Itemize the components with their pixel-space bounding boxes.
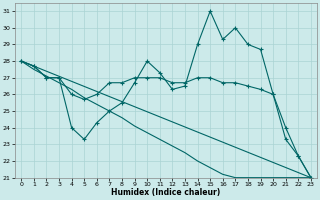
X-axis label: Humidex (Indice chaleur): Humidex (Indice chaleur) <box>111 188 221 197</box>
